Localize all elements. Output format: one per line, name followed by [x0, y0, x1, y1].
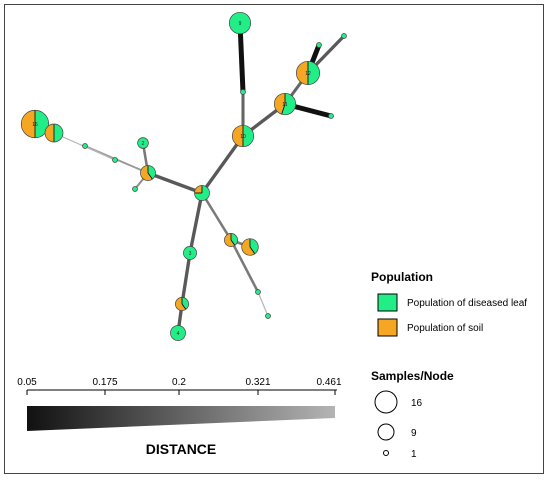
samples-label-9: 9 — [411, 428, 417, 439]
network-node-label: 16 — [32, 122, 38, 128]
samples-label-16: 16 — [411, 398, 423, 409]
figure-frame: 9 10 11 12 16 2 3 4 Population Population of di… — [4, 4, 544, 474]
network-edge-21 — [257, 291, 269, 317]
samples-circle-1 — [383, 450, 389, 456]
network-edge-18 — [200, 191, 233, 242]
network-edge-20 — [229, 238, 260, 294]
network-node-n4 — [316, 42, 322, 48]
network-node-label: 2 — [142, 141, 145, 147]
network-edge-8 — [146, 171, 204, 195]
network-node-hub — [194, 185, 210, 201]
network-node-n12 — [255, 289, 261, 295]
network-node-label: 3 — [189, 251, 192, 257]
distance-title: DISTANCE — [146, 441, 217, 457]
network-node-label: 12 — [305, 71, 311, 77]
network-node-label: 4 — [177, 331, 180, 337]
network-node-label: 11 — [282, 102, 287, 108]
network-node-n3 — [341, 33, 347, 39]
network-node-9: 9 — [228, 11, 252, 35]
network-node-n6 — [82, 143, 88, 149]
samples-circle-9 — [377, 423, 395, 441]
network-figure: 9 10 11 12 16 2 3 4 Population Population of di… — [17, 11, 527, 460]
population-legend-title: Population — [371, 270, 433, 284]
network-node-j2 — [140, 165, 156, 181]
distance-gradient-wedge — [27, 406, 335, 431]
network-node-17 — [44, 123, 64, 143]
legend-swatch-diseased-leaf — [377, 293, 398, 312]
network-edge-15 — [188, 191, 204, 255]
samples-circle-16 — [374, 390, 398, 414]
network-node-j4 — [224, 233, 238, 247]
distance-scale: 0.05 0.175 0.2 0.321 0.461 DISTANCE — [17, 377, 342, 457]
network-node-3: 3 — [183, 246, 197, 260]
samples-label-1: 1 — [411, 449, 417, 460]
network-node-label: 9 — [239, 21, 242, 27]
distance-tick-1: 0.175 — [92, 377, 117, 388]
network-node-16: 16 — [20, 109, 50, 139]
legend-label-diseased-leaf: Population of diseased leaf — [407, 298, 527, 309]
samples-legend-title: Samples/Node — [371, 369, 454, 383]
legend-label-soil: Population of soil — [407, 323, 483, 334]
network-node-n7 — [112, 157, 118, 163]
network-edge-7 — [200, 134, 245, 195]
samples-legend: Samples/Node 16 9 1 — [371, 369, 454, 460]
network-node-n5 — [328, 113, 334, 119]
network-node-n2 — [240, 89, 246, 95]
distance-tick-3: 0.321 — [245, 377, 270, 388]
network-node-label: 10 — [240, 134, 246, 140]
network-node-j5 — [241, 238, 259, 256]
network-node-11: 11 — [273, 92, 297, 116]
network-edge-0 — [237, 20, 246, 95]
network-node-4: 4 — [170, 325, 186, 341]
network-nodes: 9 10 11 12 16 2 3 4 — [20, 11, 347, 341]
legend-swatch-soil — [377, 318, 398, 337]
network-edge-16 — [180, 251, 192, 306]
network-node-10: 10 — [231, 124, 255, 148]
network-node-2: 2 — [137, 137, 149, 149]
network-node-n9 — [132, 186, 138, 192]
distance-tick-0: 0.05 — [17, 377, 37, 388]
network-node-12: 12 — [295, 60, 321, 86]
population-legend: Population Population of diseased leaf P… — [371, 270, 527, 337]
distance-tick-4: 0.461 — [316, 377, 341, 388]
distance-tick-2: 0.2 — [172, 377, 186, 388]
network-node-n13 — [265, 313, 271, 319]
network-node-j3 — [175, 297, 189, 311]
